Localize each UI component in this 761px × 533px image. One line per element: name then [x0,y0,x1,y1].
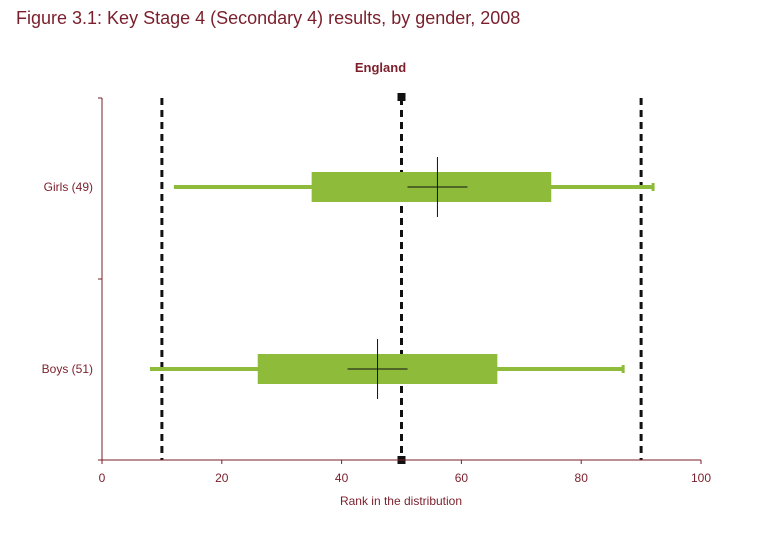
reference-marker-top [397,93,406,101]
x-tick-label-20: 20 [215,471,229,485]
box-group-1: Boys (51) [42,339,625,399]
axes [98,97,701,461]
x-tick-label-60: 60 [455,471,469,485]
box-group-0: Girls (49) [44,157,655,217]
x-tick-label-40: 40 [335,471,349,485]
x-tick-label-0: 0 [99,471,106,485]
box-series: Girls (49) Boys (51) [42,157,655,399]
x-ticks: 0 20 40 60 80 100 [99,460,711,485]
x-tick-label-100: 100 [691,471,711,485]
x-tick-label-80: 80 [575,471,589,485]
reference-lines [160,93,643,464]
category-label-1: Boys (51) [42,362,93,376]
chart-title: England [354,60,407,75]
category-label-0: Girls (49) [44,180,93,194]
x-axis-title: Rank in the distribution [340,494,462,508]
figure-title: Figure 3.1: Key Stage 4 (Secondary 4) re… [16,8,521,28]
